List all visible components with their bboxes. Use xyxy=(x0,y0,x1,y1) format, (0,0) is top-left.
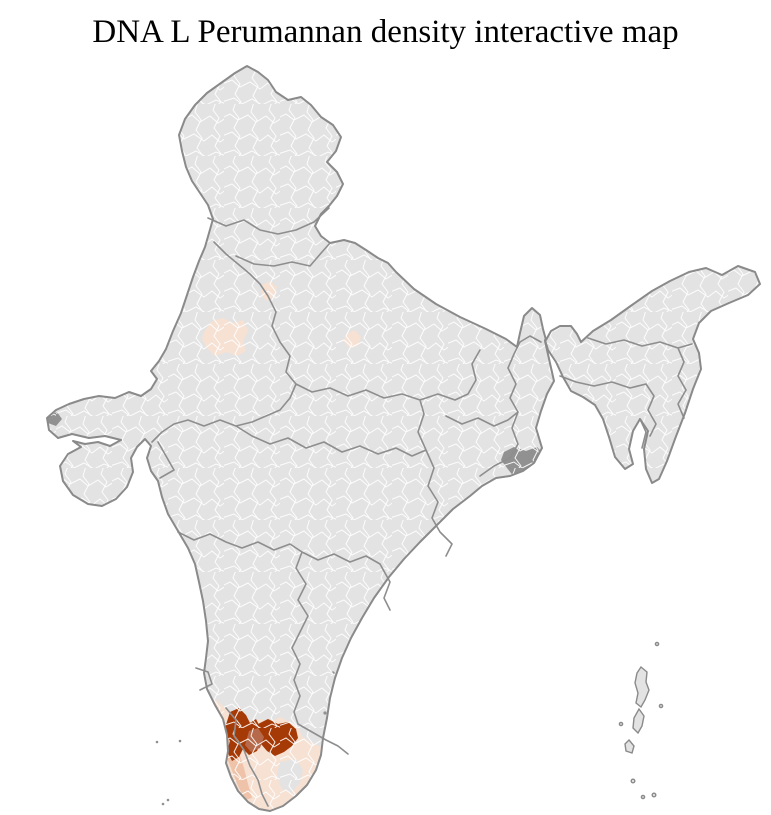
state-borders xyxy=(151,207,693,807)
map-title: DNA L Perumannan density interactive map xyxy=(92,14,679,50)
lakshadweep-islands[interactable] xyxy=(155,739,182,806)
andaman-nicobar-islands[interactable] xyxy=(618,641,664,800)
